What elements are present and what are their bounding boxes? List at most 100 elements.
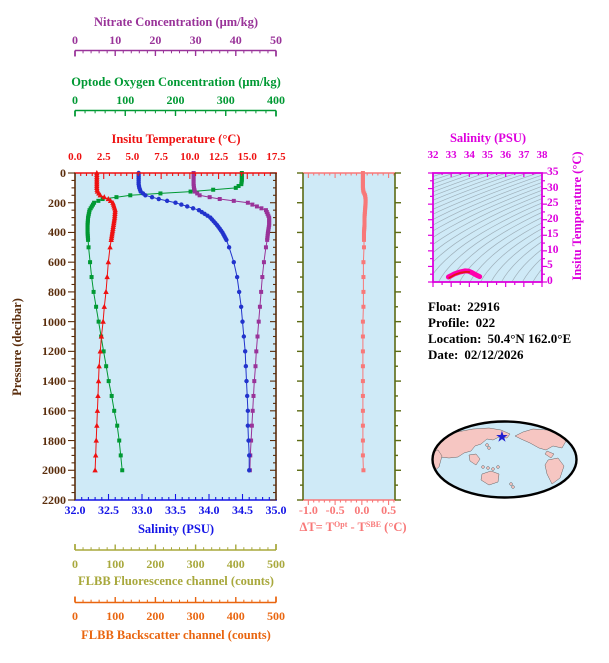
ts-temperature-tick-label: 35 [547, 166, 559, 178]
backscatter-tick-label: 0 [72, 609, 78, 623]
ts_salinity-tick-label: 38 [536, 149, 548, 161]
float-label: Float: [428, 299, 462, 314]
ts-temperature-tick-labels: 0 5 10 15 20 25 30 35 [547, 166, 573, 287]
float-info: Float: 22916 Profile: 022 Location: 50.4°N … [428, 299, 577, 363]
profile-value: 022 [475, 315, 496, 330]
delta-t-label-sup-sbe: SBE [365, 520, 382, 529]
nitrate-tick-label: 10 [109, 33, 122, 47]
pressure-tick-label: 1200 [42, 344, 66, 359]
temperature-tick-label: 7.5 [154, 151, 169, 163]
salinity-tick-labels: 32.0 32.5 33.0 33.5 34.0 34.5 35.0 [65, 503, 287, 517]
fluorescence-tick-label: 0 [72, 557, 78, 571]
float-info-row: Location: 50.4°N 162.0°E [428, 331, 577, 347]
float-info-row: Profile: 022 [428, 315, 577, 331]
pressure-axis-title: Pressure (decibar) [10, 298, 24, 396]
fluorescence-tick-label: 100 [106, 557, 125, 571]
pressure-tick-label: 600 [48, 255, 66, 270]
backscatter-tick-label: 400 [226, 609, 245, 623]
ts-temperature-tick-label: 25 [547, 197, 559, 210]
profile-label: Profile: [428, 315, 470, 330]
temperature-tick-label: 15.0 [237, 151, 257, 163]
ts-salinity-tick-labels: 32 33 34 35 36 37 38 [428, 149, 548, 163]
ts_salinity-tick-label: 36 [500, 149, 512, 161]
oxygen-tick-label: 300 [216, 93, 235, 107]
backscatter-tick-label: 500 [267, 609, 285, 623]
delta-t-label-sup-opt: Opt [334, 520, 348, 529]
delta-t-label-pre: ΔT= T [299, 520, 335, 534]
float-value: 22916 [467, 299, 500, 314]
nitrate-tick-label: 0 [72, 33, 78, 47]
fluorescence-axis-title: FLBB Fluorescence channel (counts) [78, 574, 274, 588]
nitrate-axis-title: Nitrate Concentration (μm/kg) [94, 15, 258, 29]
delta-t-tick-label: -0.5 [325, 503, 345, 517]
salinity-tick-label: 34.5 [232, 503, 253, 517]
fluorescence-tick-labels: 0 100 200 300 400 500 [72, 557, 285, 571]
ts-temperature-tick-label: 10 [547, 243, 559, 256]
pressure-tick-label: 400 [48, 225, 66, 240]
temperature-tick-label: 12.5 [208, 151, 229, 163]
date-label: Date: [428, 347, 459, 362]
backscatter-axis-title: FLBB Backscatter channel (counts) [81, 628, 271, 642]
oxygen-tick-label: 100 [116, 93, 135, 107]
fluorescence-tick-label: 200 [146, 557, 165, 571]
temperature-tick-labels: 0.0 2.5 5.0 7.5 10.0 12.5 15.0 17.5 [68, 151, 286, 165]
oxygen-tick-label: 0 [72, 93, 78, 107]
pressure-tick-label: 200 [48, 195, 66, 210]
salinity-axis-title: Salinity (PSU) [137, 522, 215, 536]
fluorescence-tick-label: 500 [267, 557, 285, 571]
pressure-tick-label: 1600 [42, 403, 66, 418]
pressure-tick-label: 1800 [42, 433, 66, 448]
oxygen-tick-label: 400 [267, 93, 285, 107]
temperature-axis-title: Insitu Temperature (°C) [111, 132, 241, 146]
delta-t-tick-label: 0.0 [354, 503, 370, 517]
location-value: 50.4°N 162.0°E [487, 331, 572, 346]
oxygen-tick-label: 200 [166, 93, 185, 107]
ts_salinity-tick-label: 34 [463, 149, 475, 161]
nitrate-tick-label: 20 [149, 33, 162, 47]
ts_salinity-tick-label: 35 [482, 149, 493, 161]
ts-temperature-tick-label: 30 [547, 181, 559, 194]
nitrate-tick-label: 40 [229, 33, 242, 47]
oxygen-tick-labels: 0 100 200 300 400 [72, 93, 285, 107]
backscatter-tick-label: 100 [106, 609, 125, 623]
salinity-tick-label: 35.0 [265, 503, 287, 517]
pressure-tick-label: 2000 [42, 463, 66, 478]
delta-t-tick-label: -1.0 [298, 503, 318, 517]
delta-t-label-post: (°C) [381, 520, 407, 534]
oxygen-axis-title: Optode Oxygen Concentration (μm/kg) [71, 75, 281, 89]
pressure-tick-labels: 0 200 400 600 800 1000 1200 1400 1600 1800 2000 220… [28, 166, 68, 507]
salinity-tick-label: 34.0 [198, 503, 220, 517]
location-label: Location: [428, 331, 482, 346]
ts-temperature-tick-label: 15 [547, 228, 559, 241]
ts_salinity-tick-label: 33 [445, 149, 457, 161]
temperature-tick-label: 5.0 [125, 151, 140, 163]
backscatter-tick-label: 300 [186, 609, 205, 623]
delta-t-tick-labels: -1.0 -0.5 0.0 0.5 [299, 503, 396, 517]
float-info-row: Date: 02/12/2026 [428, 347, 577, 363]
fluorescence-tick-label: 400 [226, 557, 245, 571]
pressure-tick-label: 1000 [42, 314, 66, 329]
delta-t-axis-label: ΔT= TOpt - TSBE (°C) [288, 520, 418, 535]
salinity-tick-label: 32.5 [98, 503, 119, 517]
pressure-tick-label: 2200 [42, 493, 66, 507]
pressure-tick-label: 0 [60, 166, 66, 180]
nitrate-tick-labels: 0 10 20 30 40 50 [72, 33, 282, 47]
delta-t-tick-label: 0.5 [381, 503, 397, 517]
date-value: 02/12/2026 [464, 347, 524, 362]
ts-temperature-tick-label: 20 [547, 212, 559, 225]
pressure-tick-label: 1400 [42, 374, 66, 389]
temperature-tick-label: 17.5 [266, 151, 286, 163]
pressure-tick-label: 800 [48, 284, 66, 299]
ts_salinity-tick-label: 32 [427, 149, 439, 161]
nitrate-tick-label: 30 [189, 33, 202, 47]
backscatter-tick-label: 200 [146, 609, 165, 623]
nitrate-tick-label: 50 [270, 33, 282, 47]
backscatter-tick-labels: 0 100 200 300 400 500 [72, 609, 285, 623]
float-info-row: Float: 22916 [428, 299, 577, 315]
salinity-tick-label: 32.0 [64, 503, 86, 517]
temperature-tick-label: 2.5 [96, 151, 111, 163]
fluorescence-tick-label: 300 [186, 557, 205, 571]
delta-t-label-mid: - T [347, 520, 366, 534]
salinity-tick-label: 33.5 [165, 503, 186, 517]
